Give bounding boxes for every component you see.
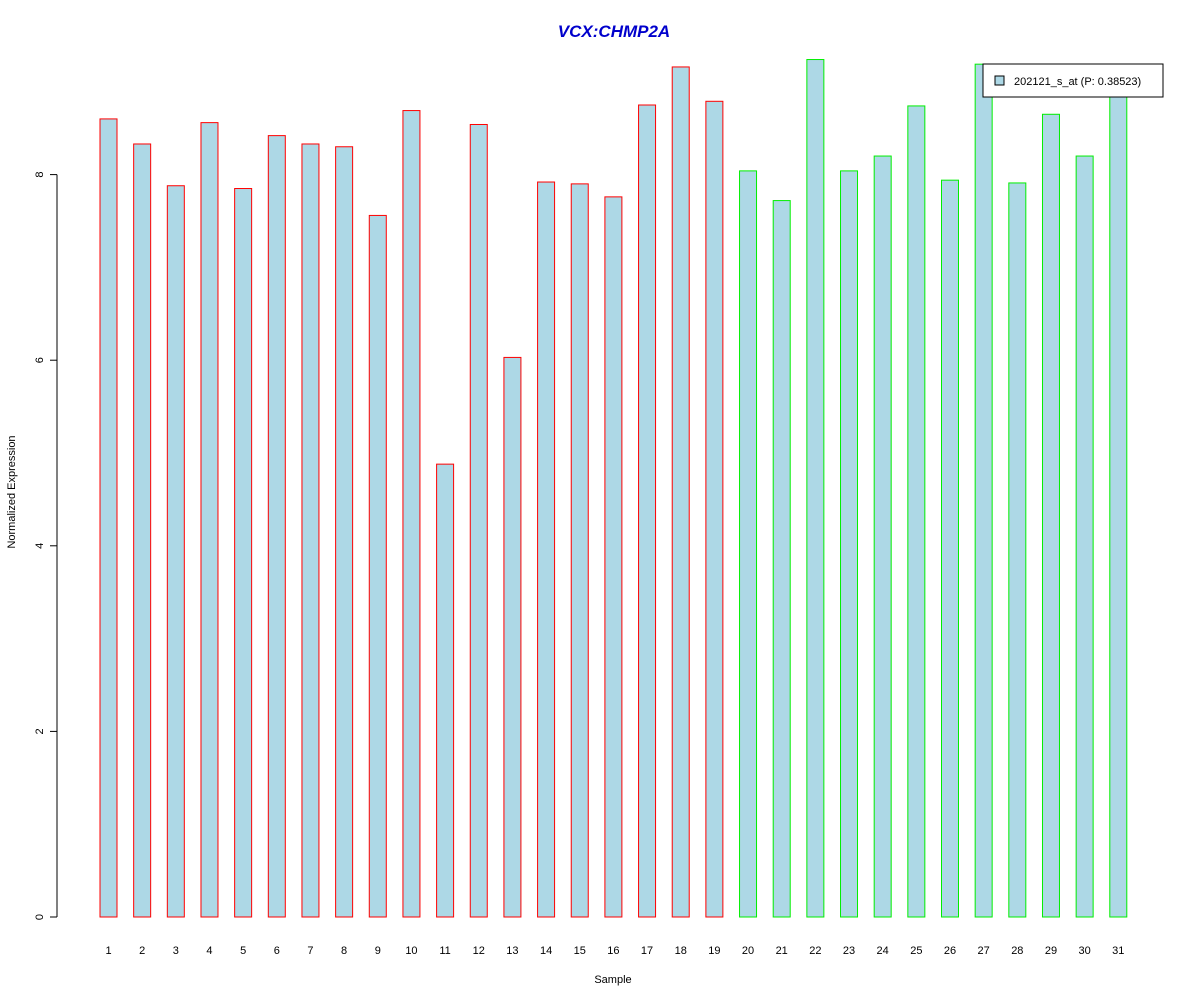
bar bbox=[200, 122, 219, 918]
x-tick-label: 21 bbox=[776, 945, 788, 957]
bar bbox=[907, 105, 926, 918]
y-tick-label: 6 bbox=[34, 357, 46, 363]
x-tick-label: 3 bbox=[173, 945, 179, 957]
x-tick-label: 23 bbox=[843, 945, 855, 957]
bar bbox=[638, 104, 657, 918]
bar bbox=[604, 196, 623, 918]
legend-swatch bbox=[994, 75, 1005, 86]
bar bbox=[469, 123, 488, 918]
bar bbox=[133, 143, 152, 918]
bar bbox=[1008, 182, 1027, 918]
x-axis-label: Sample bbox=[594, 974, 631, 986]
x-tick-label: 27 bbox=[978, 945, 990, 957]
bar bbox=[806, 59, 825, 918]
x-tick-label: 13 bbox=[506, 945, 518, 957]
y-tick-label: 8 bbox=[34, 172, 46, 178]
bar bbox=[1075, 155, 1094, 918]
x-tick-label: 9 bbox=[375, 945, 381, 957]
x-tick-label: 7 bbox=[307, 945, 313, 957]
y-axis: 0 2 4 6 8 bbox=[34, 172, 58, 920]
bar bbox=[840, 170, 859, 918]
y-tick-label: 4 bbox=[34, 543, 46, 549]
x-tick-label: 2 bbox=[139, 945, 145, 957]
x-tick-label: 20 bbox=[742, 945, 754, 957]
x-tick-label: 14 bbox=[540, 945, 552, 957]
bar bbox=[974, 63, 993, 918]
bar bbox=[436, 463, 455, 918]
bar bbox=[99, 118, 118, 918]
bar bbox=[537, 181, 556, 918]
legend-box bbox=[982, 63, 1164, 98]
x-tick-label: 25 bbox=[910, 945, 922, 957]
bar bbox=[1109, 88, 1128, 918]
bar bbox=[335, 146, 354, 918]
bar bbox=[267, 135, 286, 918]
bar bbox=[402, 110, 421, 918]
x-tick-label: 22 bbox=[809, 945, 821, 957]
bar bbox=[503, 356, 522, 918]
x-tick-label: 1 bbox=[105, 945, 111, 957]
x-tick-label: 8 bbox=[341, 945, 347, 957]
x-tick-label: 26 bbox=[944, 945, 956, 957]
x-tick-label: 12 bbox=[473, 945, 485, 957]
bar bbox=[166, 185, 185, 918]
bar bbox=[570, 183, 589, 918]
x-tick-label: 24 bbox=[877, 945, 889, 957]
bar bbox=[772, 200, 791, 918]
legend-label: 202121_s_at (P: 0.38523) bbox=[1014, 76, 1141, 88]
x-tick-label: 18 bbox=[675, 945, 687, 957]
x-tick-labels: 1 2 3 4 5 6 7 8 9 10 11 12 13 14 15 16 17 18 19 20 21 22 23 24 2… bbox=[105, 945, 1124, 957]
x-tick-label: 16 bbox=[607, 945, 619, 957]
x-tick-label: 10 bbox=[405, 945, 417, 957]
bar bbox=[705, 100, 724, 918]
x-tick-label: 17 bbox=[641, 945, 653, 957]
x-tick-label: 4 bbox=[206, 945, 212, 957]
x-tick-label: 15 bbox=[574, 945, 586, 957]
x-tick-label: 6 bbox=[274, 945, 280, 957]
x-tick-label: 5 bbox=[240, 945, 246, 957]
x-tick-label: 29 bbox=[1045, 945, 1057, 957]
x-tick-label: 19 bbox=[708, 945, 720, 957]
y-tick-label: 2 bbox=[34, 728, 46, 734]
y-axis-label: Normalized Expression bbox=[6, 435, 18, 548]
x-tick-label: 28 bbox=[1011, 945, 1023, 957]
x-tick-label: 31 bbox=[1112, 945, 1124, 957]
bar bbox=[941, 179, 959, 918]
bar bbox=[301, 143, 320, 918]
bar bbox=[234, 188, 253, 918]
legend: 202121_s_at (P: 0.38523) bbox=[982, 63, 1164, 98]
bars-group bbox=[99, 59, 1128, 918]
chart-title: VCX:CHMP2A bbox=[558, 22, 670, 41]
y-tick-label: 0 bbox=[34, 914, 46, 920]
bar bbox=[368, 214, 387, 918]
x-tick-label: 30 bbox=[1079, 945, 1091, 957]
bar bbox=[671, 66, 690, 918]
bar bbox=[873, 155, 892, 918]
bar bbox=[1041, 113, 1060, 918]
bar bbox=[739, 170, 758, 918]
x-tick-label: 11 bbox=[439, 945, 450, 957]
